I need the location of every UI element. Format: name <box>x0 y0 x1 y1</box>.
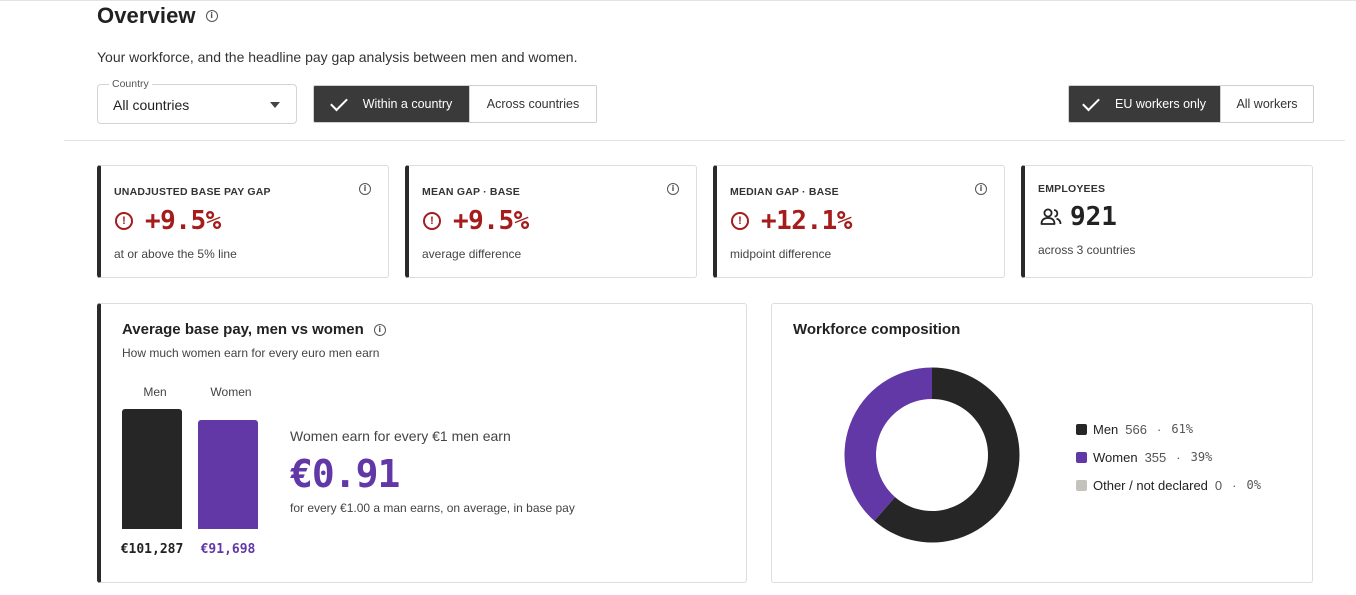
legend-item-men: Men 566 · 61% <box>1076 415 1261 443</box>
legend-percent: 0% <box>1246 478 1261 492</box>
employees-note: across 3 countries <box>1038 243 1136 257</box>
stat-metric: ! +12.1% <box>731 206 852 236</box>
legend-swatch <box>1076 423 1087 435</box>
people-icon <box>1040 208 1062 225</box>
scope-toggle: Within a country Across countries <box>313 85 597 123</box>
stat-value: +12.1% <box>761 206 852 236</box>
employees-metric: 921 <box>1040 202 1117 232</box>
worker-option-all-label: All workers <box>1236 97 1298 111</box>
employees-label: EMPLOYEES <box>1038 183 1106 195</box>
legend-item-women: Women 355 · 39% <box>1076 443 1261 471</box>
legend-count: 566 <box>1125 421 1147 437</box>
stat-card-median-gap: MEDIAN GAP · BASE i ! +12.1% midpoint di… <box>713 165 1005 278</box>
stat-note: at or above the 5% line <box>114 247 237 261</box>
worker-toggle: EU workers only All workers <box>1068 85 1314 123</box>
legend-item-other: Other / not declared 0 · 0% <box>1076 471 1261 499</box>
bar-value-women: €91,698 <box>200 542 256 557</box>
average-pay-title: Average base pay, men vs women <box>122 321 364 338</box>
pay-bar-women <box>198 420 258 529</box>
pay-bar-men <box>122 409 182 529</box>
donut-slice-women <box>844 367 932 521</box>
country-select[interactable]: Country All countries <box>97 78 297 124</box>
check-icon <box>1082 93 1100 111</box>
warning-icon: ! <box>423 212 441 230</box>
stat-label: MEAN GAP · BASE <box>422 186 520 198</box>
country-select-value: All countries <box>113 97 190 113</box>
warning-icon: ! <box>115 212 133 230</box>
stat-value: +9.5% <box>145 206 221 236</box>
scope-option-across[interactable]: Across countries <box>469 86 596 122</box>
info-icon[interactable]: i <box>205 10 218 22</box>
stat-note: average difference <box>422 247 522 261</box>
bar-value-men: €101,287 <box>120 542 184 557</box>
stat-metric: ! +9.5% <box>423 206 529 236</box>
legend-label: Women <box>1093 449 1138 465</box>
composition-legend: Men 566 · 61% Women 355 · 39% Other / no… <box>1076 415 1261 499</box>
stat-label: UNADJUSTED BASE PAY GAP <box>114 186 271 198</box>
title-row: Overview i <box>97 3 218 29</box>
section-divider <box>64 140 1345 141</box>
page-subtitle: Your workforce, and the headline pay gap… <box>97 49 578 65</box>
legend-label: Men <box>1093 421 1119 437</box>
worker-option-eu-label: EU workers only <box>1115 97 1206 111</box>
stat-card-unadjusted-gap: UNADJUSTED BASE PAY GAP i ! +9.5% at or … <box>97 165 389 278</box>
legend-separator: · <box>1157 421 1162 437</box>
stat-card-employees: EMPLOYEES 921 across 3 countries <box>1021 165 1313 278</box>
average-pay-title-row: Average base pay, men vs women i <box>122 321 386 338</box>
info-icon[interactable]: i <box>373 323 386 336</box>
worker-option-all[interactable]: All workers <box>1220 86 1313 122</box>
workforce-composition-panel: Workforce composition Men 566 · 61% Wome… <box>771 303 1313 583</box>
check-icon <box>329 93 348 111</box>
legend-swatch <box>1076 451 1087 463</box>
stat-note: midpoint difference <box>730 247 832 261</box>
average-pay-panel: Average base pay, men vs women i How muc… <box>97 303 747 583</box>
legend-count: 0 <box>1214 477 1223 493</box>
scope-option-within-label: Within a country <box>362 97 453 111</box>
legend-swatch <box>1076 479 1087 491</box>
chevron-down-icon <box>270 102 280 108</box>
info-icon[interactable]: i <box>359 183 371 195</box>
stat-card-mean-gap: MEAN GAP · BASE i ! +9.5% average differ… <box>405 165 697 278</box>
stat-metric: ! +9.5% <box>115 206 221 236</box>
employees-value: 921 <box>1070 202 1117 232</box>
warning-icon: ! <box>731 212 749 230</box>
ratio-caption: Women earn for every €1 men earn <box>290 428 511 444</box>
scope-option-within[interactable]: Within a country <box>314 86 469 122</box>
bar-label-women: Women <box>210 385 252 399</box>
country-select-label: Country <box>109 78 152 90</box>
legend-label: Other / not declared <box>1093 477 1208 493</box>
legend-percent: 61% <box>1171 422 1194 436</box>
stat-value: +9.5% <box>453 206 529 236</box>
donut-slice-men <box>874 367 1020 543</box>
average-pay-subtitle: How much women earn for every euro men e… <box>122 346 380 360</box>
composition-donut-chart <box>844 367 1020 543</box>
info-icon[interactable]: i <box>667 183 679 195</box>
bar-label-men: Men <box>143 385 167 399</box>
legend-percent: 39% <box>1190 450 1213 464</box>
stat-label: MEDIAN GAP · BASE <box>730 186 839 198</box>
legend-separator: · <box>1232 477 1237 493</box>
info-icon[interactable]: i <box>975 183 987 195</box>
ratio-note: for every €1.00 a man earns, on average,… <box>290 501 575 515</box>
legend-count: 355 <box>1144 449 1167 465</box>
worker-option-eu[interactable]: EU workers only <box>1069 86 1220 122</box>
scope-option-across-label: Across countries <box>486 97 580 111</box>
ratio-value: €0.91 <box>290 452 400 496</box>
composition-title: Workforce composition <box>793 321 961 338</box>
top-border <box>0 0 1356 1</box>
legend-separator: · <box>1176 449 1181 465</box>
page-title: Overview <box>97 3 196 28</box>
